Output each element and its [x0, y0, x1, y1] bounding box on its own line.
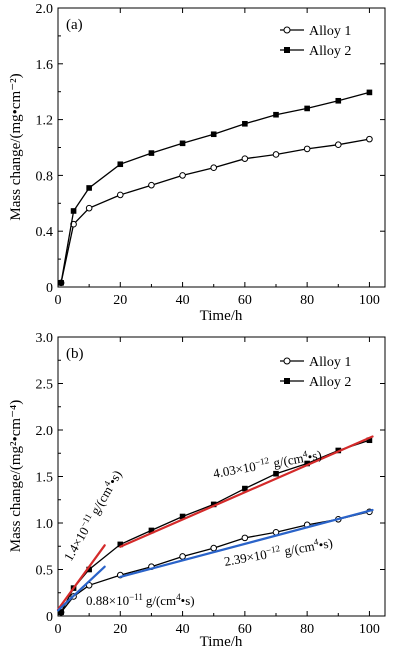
data-point-alloy-1: [210, 164, 218, 172]
y-tick-label: 2.5: [36, 378, 54, 393]
data-point-alloy-2: [117, 541, 124, 548]
x-tick-labels: 0 20 40 60 80 100: [55, 293, 380, 308]
x-tick-label: 60: [238, 293, 252, 308]
tick-marks: [57, 336, 385, 617]
y-tick-label: 0: [46, 610, 53, 625]
y-tick-label: 0.5: [36, 564, 54, 579]
y-tick-labels: 0 0.4 0.8 1.2 1.6 2.0: [36, 2, 54, 296]
x-tick-label: 20: [113, 293, 127, 308]
data-point-alloy-1: [334, 141, 342, 149]
y-tick-label: 2.0: [36, 424, 54, 439]
panel-label: (b): [66, 346, 84, 362]
data-point-alloy-2: [335, 97, 342, 104]
y-axis-label: Mass change/(mg²•cm⁻⁴): [8, 400, 24, 552]
y-tick-label: 2.0: [36, 2, 54, 17]
annotation-rate-alloy2-late: 4.03×10−12 g/(cm4•s): [212, 446, 323, 481]
data-point-alloy-2: [86, 566, 92, 573]
x-tick-label: 40: [176, 622, 190, 637]
panel-label: (a): [66, 17, 83, 33]
data-point-alloy-1: [85, 204, 93, 212]
legend: Alloy 1 Alloy 2: [280, 355, 351, 390]
data-point-alloy-1: [210, 544, 218, 552]
data-point-alloy-2: [304, 460, 310, 467]
data-point-alloy-1: [241, 534, 249, 542]
data-point-alloy-2: [242, 485, 248, 492]
tick-marks: [57, 7, 385, 288]
legend-marker-alloy-2: [284, 47, 290, 53]
data-point-alloy-2: [210, 501, 217, 508]
y-tick-label: 0.4: [36, 225, 54, 240]
x-axis-label: Time/h: [200, 308, 243, 324]
legend-label-alloy-1: Alloy 1: [309, 24, 351, 39]
data-point-alloy-2: [117, 161, 124, 168]
legend-marker-alloy-1: [283, 357, 291, 365]
y-tick-label: 1.0: [36, 517, 54, 532]
y-tick-label: 3.0: [36, 331, 54, 346]
data-point-alloy-2: [366, 89, 373, 96]
fit-line: [56, 565, 106, 612]
y-tick-label: 1.2: [36, 114, 54, 129]
y-tick-label: 1.6: [36, 58, 54, 73]
data-point-alloy-2: [86, 185, 92, 191]
data-point-alloy-1: [148, 181, 155, 189]
x-tick-label: 80: [300, 293, 314, 308]
panel-a: 0 20 40 60 80 100 0 0.4 0.8 1.2 1.6 2.0 (a) Alloy …: [8, 2, 386, 324]
data-point-alloy-2: [210, 131, 217, 138]
x-axis-label: Time/h: [200, 634, 243, 650]
data-point-alloy-2: [366, 437, 373, 444]
series-line-alloy-2: [60, 439, 370, 613]
annotation-rate-alloy1-early: 0.88×10−11 g/(cm4•s): [86, 592, 195, 608]
y-tick-label: 1.5: [36, 471, 54, 486]
x-tick-label: 20: [113, 622, 127, 637]
data-point-alloy-2: [273, 470, 279, 477]
fit-lines: [56, 435, 374, 612]
y-axis-label: Mass change/(mg•cm⁻²): [8, 73, 24, 220]
data-point-alloy-2: [304, 105, 310, 112]
data-point-alloy-1: [179, 553, 186, 560]
annotation-rate-alloy1-late: 2.39×10−12 g/(cm4•s): [223, 534, 334, 569]
data-point-alloy-1: [272, 151, 280, 158]
legend-label-alloy-2: Alloy 2: [309, 44, 351, 59]
data-point-alloy-2: [70, 208, 77, 214]
data-point-alloy-1: [116, 191, 124, 199]
data-point-alloy-2: [148, 527, 155, 534]
y-tick-label: 0.8: [36, 169, 54, 184]
series-line-alloy-2: [60, 91, 370, 283]
series-group: [57, 437, 373, 616]
data-point-alloy-2: [242, 120, 248, 127]
y-tick-labels: 0 0.5 1.0 1.5 2.0 2.5 3.0: [36, 331, 54, 625]
y-tick-label: 0: [46, 281, 53, 296]
data-point-alloy-2: [148, 150, 155, 156]
data-point-alloy-2: [58, 609, 64, 616]
x-tick-label: 0: [55, 622, 62, 637]
data-point-alloy-2: [58, 280, 64, 286]
data-point-alloy-2: [273, 111, 279, 118]
series-line-alloy-1: [60, 138, 370, 283]
legend-marker-alloy-1: [283, 26, 291, 34]
x-tick-label: 40: [176, 293, 190, 308]
data-point-alloy-2: [179, 513, 186, 520]
x-tick-labels: 0 20 40 60 80 100: [55, 622, 380, 637]
x-tick-label: 100: [359, 622, 380, 637]
fit-line: [119, 508, 374, 579]
x-tick-label: 100: [359, 293, 380, 308]
legend: Alloy 1 Alloy 2: [280, 24, 351, 59]
legend-label-alloy-1: Alloy 1: [309, 355, 351, 370]
x-tick-label: 80: [300, 622, 314, 637]
legend-label-alloy-2: Alloy 2: [309, 375, 351, 390]
series-group: [57, 89, 373, 287]
x-tick-label: 60: [238, 622, 252, 637]
data-point-alloy-1: [179, 172, 186, 179]
x-tick-label: 0: [55, 293, 62, 308]
data-point-alloy-1: [366, 135, 373, 143]
data-point-alloy-2: [179, 140, 186, 147]
data-point-alloy-1: [241, 155, 249, 162]
fit-line: [56, 544, 106, 611]
legend-marker-alloy-2: [284, 378, 290, 384]
fit-line: [119, 435, 374, 548]
data-point-alloy-1: [303, 145, 311, 153]
panel-b: 0 20 40 60 80 100 0 0.5 1.0 1.5 2.0 2.5 3.0 (b) All…: [8, 331, 386, 650]
